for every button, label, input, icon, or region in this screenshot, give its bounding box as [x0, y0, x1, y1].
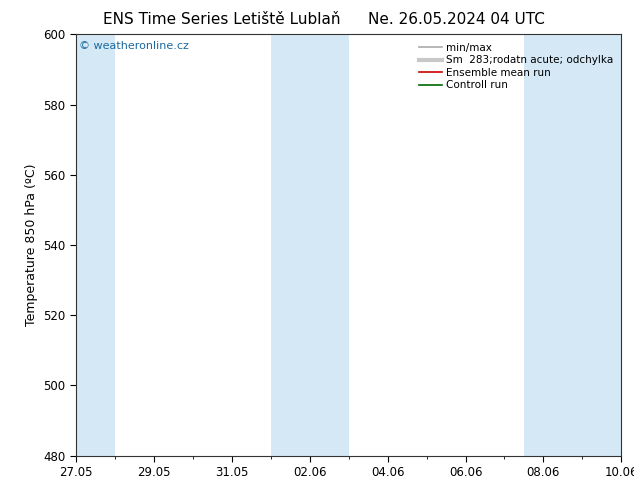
Bar: [56, 34, 115, 456]
Bar: [271, 34, 349, 456]
Bar: [524, 34, 634, 456]
Text: ENS Time Series Letiště Lublaň: ENS Time Series Letiště Lublaň: [103, 12, 340, 27]
Text: Ne. 26.05.2024 04 UTC: Ne. 26.05.2024 04 UTC: [368, 12, 545, 27]
Legend: min/max, Sm  283;rodatn acute; odchylka, Ensemble mean run, Controll run: min/max, Sm 283;rodatn acute; odchylka, …: [415, 40, 616, 94]
Text: © weatheronline.cz: © weatheronline.cz: [79, 41, 189, 50]
Y-axis label: Temperature 850 hPa (ºC): Temperature 850 hPa (ºC): [25, 164, 38, 326]
